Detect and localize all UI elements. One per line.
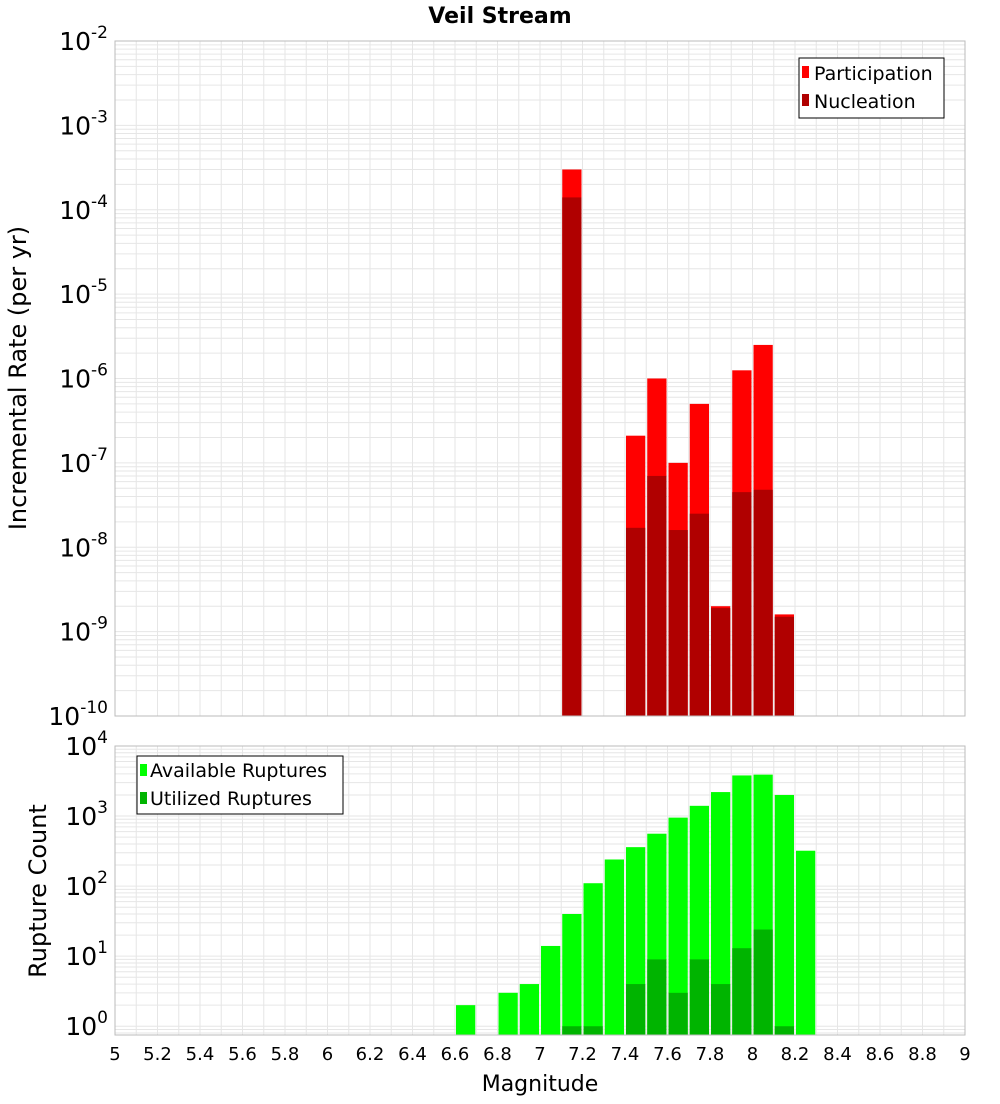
rates-y-ticks: 10-10 10-9 10-8 10-7 10-6 10-5 10-4 10-3 10-2: [48, 23, 108, 731]
x-tick-label: 5: [109, 1044, 120, 1065]
bar-available-ruptures: [541, 945, 561, 1035]
x-tick-label: 7.2: [568, 1044, 597, 1065]
bar-nucleation: [753, 489, 773, 716]
counts-panel: 100 101 102 103 104 Rupture Count Available …: [24, 728, 966, 1041]
chart-title: Veil Stream: [428, 4, 571, 29]
y-tick-label: 102: [65, 868, 108, 901]
counts-y-label: Rupture Count: [24, 804, 52, 978]
y-tick-label: 104: [65, 728, 108, 761]
bar-utilized-ruptures: [583, 1026, 603, 1035]
bar-available-ruptures: [498, 992, 518, 1035]
y-tick-label: 10-5: [59, 276, 108, 309]
x-tick-label: 7.4: [611, 1044, 640, 1065]
legend-label-participation: Participation: [814, 63, 933, 85]
y-tick-label: 100: [65, 1008, 108, 1041]
bar-available-ruptures: [519, 984, 539, 1035]
bar-nucleation: [774, 616, 794, 716]
bar-available-ruptures: [711, 792, 731, 1035]
bar-available-ruptures: [583, 883, 603, 1035]
bar-nucleation: [647, 475, 667, 716]
bar-utilized-ruptures: [711, 984, 731, 1035]
bar-available-ruptures: [774, 794, 794, 1035]
legend-swatch-participation: [802, 66, 809, 78]
x-tick-labels: 5 5.2 5.4 5.6 5.8 6 6.2 6.4 6.6 6.8 7 7.2 7.4 7.6 7.8 8…: [109, 1044, 970, 1065]
bar-utilized-ruptures: [753, 929, 773, 1035]
x-tick-label: 7: [534, 1044, 545, 1065]
x-tick-label: 5.8: [271, 1044, 300, 1065]
y-tick-label: 10-10: [48, 698, 108, 731]
y-tick-label: 103: [65, 798, 108, 831]
bar-utilized-ruptures: [668, 992, 688, 1035]
x-tick-label: 8: [747, 1044, 758, 1065]
x-tick-label: 8.4: [823, 1044, 852, 1065]
bar-utilized-ruptures: [774, 1026, 794, 1035]
bar-available-ruptures: [796, 850, 816, 1035]
legend-swatch-utilized: [140, 792, 147, 804]
bar-utilized-ruptures: [689, 959, 709, 1035]
rates-panel: 10-10 10-9 10-8 10-7 10-6 10-5 10-4 10-3 10-2 In…: [4, 23, 966, 731]
bar-utilized-ruptures: [626, 984, 646, 1035]
legend-label-nucleation: Nucleation: [814, 91, 916, 113]
bar-utilized-ruptures: [732, 948, 752, 1035]
x-tick-label: 7.6: [653, 1044, 682, 1065]
y-tick-label: 10-6: [59, 361, 108, 394]
bar-nucleation: [711, 608, 731, 716]
bar-nucleation: [562, 197, 582, 717]
legend-label-available: Available Ruptures: [150, 760, 327, 782]
bar-nucleation: [689, 513, 709, 716]
counts-grid: [114, 746, 966, 1035]
rates-y-label: Incremental Rate (per yr): [4, 226, 32, 530]
x-tick-label: 6: [322, 1044, 333, 1065]
bar-nucleation: [732, 492, 752, 716]
counts-frame: [114, 745, 966, 1036]
legend-swatch-nucleation: [802, 94, 809, 106]
bar-utilized-ruptures: [562, 1026, 582, 1035]
legend-swatch-available: [140, 764, 147, 776]
y-tick-label: 10-2: [59, 23, 108, 56]
x-tick-label: 5.6: [228, 1044, 257, 1065]
legend-label-utilized: Utilized Ruptures: [150, 788, 312, 810]
bar-utilized-ruptures: [647, 959, 667, 1035]
counts-y-ticks: 100 101 102 103 104: [65, 728, 108, 1041]
counts-legend: Available Ruptures Utilized Ruptures: [136, 755, 344, 815]
bar-nucleation: [626, 527, 646, 716]
x-tick-label: 9: [959, 1044, 970, 1065]
rates-legend: Participation Nucleation: [798, 57, 945, 119]
x-tick-label: 8.8: [908, 1044, 937, 1065]
y-tick-label: 10-9: [59, 614, 108, 647]
y-tick-label: 10-3: [59, 107, 108, 140]
bar-available-ruptures: [604, 859, 624, 1035]
x-tick-label: 7.8: [696, 1044, 725, 1065]
y-tick-label: 10-7: [59, 445, 108, 478]
bar-available-ruptures: [668, 817, 688, 1035]
bar-nucleation: [668, 530, 688, 716]
x-tick-label: 6.4: [398, 1044, 427, 1065]
x-axis-label: Magnitude: [482, 1072, 599, 1097]
y-tick-label: 10-4: [59, 192, 108, 225]
counts-bars: [456, 774, 816, 1035]
bar-available-ruptures: [562, 914, 582, 1035]
rates-frame: [114, 40, 966, 717]
rates-grid: [114, 41, 966, 717]
rates-bars: [562, 169, 794, 717]
bar-available-ruptures: [456, 1005, 476, 1035]
x-tick-label: 6.6: [441, 1044, 470, 1065]
x-tick-label: 8.2: [781, 1044, 810, 1065]
y-tick-label: 10-8: [59, 529, 108, 562]
y-tick-label: 101: [65, 938, 108, 971]
x-tick-label: 8.6: [866, 1044, 895, 1065]
x-tick-label: 5.4: [186, 1044, 215, 1065]
x-tick-label: 6.8: [483, 1044, 512, 1065]
x-tick-label: 6.2: [356, 1044, 385, 1065]
x-tick-label: 5.2: [143, 1044, 172, 1065]
